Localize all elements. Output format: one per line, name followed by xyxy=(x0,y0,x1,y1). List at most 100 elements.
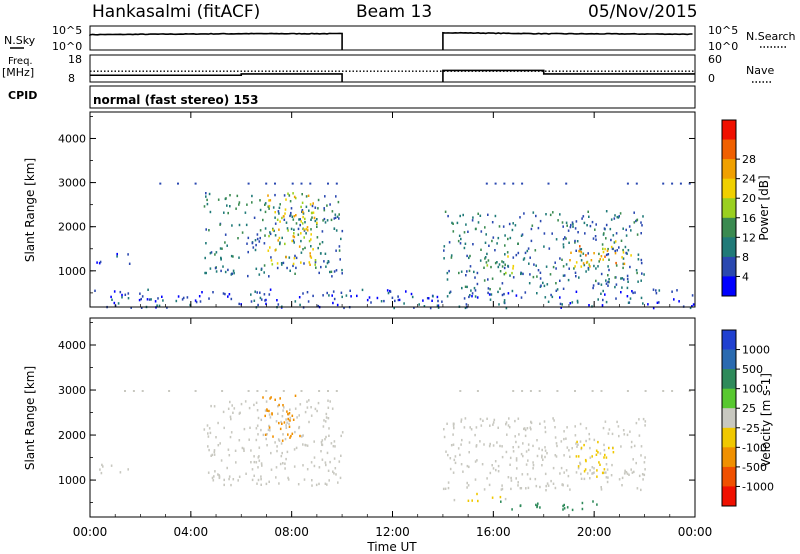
heat-cell xyxy=(448,291,451,295)
heat-cell xyxy=(317,198,320,202)
x-tick-label: 00:00 xyxy=(73,525,108,539)
heat-cell xyxy=(292,262,295,266)
heat-cell xyxy=(520,452,523,456)
heat-cell xyxy=(519,504,522,508)
heat-cell xyxy=(182,296,185,300)
heat-cell xyxy=(626,182,629,185)
heat-cell xyxy=(452,222,454,225)
heat-cell xyxy=(496,441,498,444)
heat-cell xyxy=(260,298,263,301)
heat-cell xyxy=(541,456,543,459)
heat-cell xyxy=(287,412,289,416)
heat-cell xyxy=(257,416,260,420)
heat-cell xyxy=(581,507,584,511)
heat-cell xyxy=(260,268,263,271)
heat-cell xyxy=(551,295,554,299)
heat-cell xyxy=(410,292,413,296)
heat-cell xyxy=(600,272,603,276)
heat-cell xyxy=(224,292,226,296)
heat-cell xyxy=(574,241,576,244)
heat-cell xyxy=(584,232,586,235)
heat-cell xyxy=(581,217,583,220)
heat-cell xyxy=(226,204,228,207)
heat-cell xyxy=(230,273,233,276)
heat-cell xyxy=(640,232,642,235)
heat-cell xyxy=(580,259,583,262)
heat-cell xyxy=(532,444,534,448)
heat-cell xyxy=(422,299,424,302)
heat-cell xyxy=(290,211,292,215)
heat-cell xyxy=(453,498,456,502)
heat-cell xyxy=(463,246,466,250)
heat-cell xyxy=(277,412,279,415)
heat-cell xyxy=(325,265,327,268)
heat-cell xyxy=(269,397,271,400)
heat-cell xyxy=(600,255,603,258)
heat-cell xyxy=(615,264,618,267)
heat-cell xyxy=(452,433,454,436)
heat-cell xyxy=(304,221,306,224)
heat-cell xyxy=(284,208,287,211)
colorbar-tick-label: 1000 xyxy=(742,344,770,357)
heat-cell xyxy=(322,425,325,428)
heat-cell xyxy=(511,228,514,232)
heat-cell xyxy=(479,440,481,443)
heat-cell xyxy=(482,419,484,422)
heat-cell xyxy=(483,266,485,269)
x-tick-label: 00:00 xyxy=(678,525,713,539)
heat-cell xyxy=(289,200,292,203)
heat-cell xyxy=(437,306,440,309)
heat-cell xyxy=(569,455,571,458)
heat-cell xyxy=(286,450,289,454)
heat-cell xyxy=(264,433,267,436)
heat-cell xyxy=(130,306,132,309)
heat-cell xyxy=(515,459,518,462)
heat-cell xyxy=(291,215,294,218)
heat-cell xyxy=(222,410,225,414)
heat-cell xyxy=(427,297,430,300)
heat-cell xyxy=(563,430,565,433)
heat-cell xyxy=(607,253,610,256)
heat-cell xyxy=(510,479,513,482)
heat-cell xyxy=(566,506,569,509)
heat-cell xyxy=(543,284,546,288)
heat-cell xyxy=(311,479,313,482)
heat-cell xyxy=(467,230,469,233)
heat-cell xyxy=(308,399,310,402)
heat-cell xyxy=(468,295,470,299)
heat-cell xyxy=(477,499,479,503)
heat-cell xyxy=(494,249,496,252)
heat-cell xyxy=(511,508,513,511)
heat-cell xyxy=(591,455,593,458)
heat-cell xyxy=(571,221,574,224)
heat-cell xyxy=(260,418,262,422)
heat-cell xyxy=(256,424,259,427)
heat-cell xyxy=(452,471,455,474)
heat-cell xyxy=(537,226,540,230)
heat-cell xyxy=(257,466,259,469)
heat-cell xyxy=(230,417,232,421)
heat-cell xyxy=(600,283,603,286)
heat-cell xyxy=(473,286,476,290)
heat-cell xyxy=(276,449,278,453)
heat-cell xyxy=(311,211,313,215)
heat-cell xyxy=(643,473,646,477)
heat-cell xyxy=(310,406,312,409)
heat-cell xyxy=(620,291,622,294)
x-tick-label: 20:00 xyxy=(577,525,612,539)
heat-cell xyxy=(546,482,549,485)
heat-cell xyxy=(274,234,277,237)
heat-cell xyxy=(630,445,633,449)
heat-cell xyxy=(547,300,550,303)
heat-cell xyxy=(583,221,586,225)
heat-cell xyxy=(606,480,609,484)
heat-cell xyxy=(208,229,210,232)
heat-cell xyxy=(305,195,308,198)
heat-cell xyxy=(507,264,509,268)
heat-cell xyxy=(465,274,467,277)
heat-cell xyxy=(398,298,401,302)
heat-cell xyxy=(283,218,286,221)
heat-cell xyxy=(605,456,608,459)
heat-cell xyxy=(469,294,471,297)
